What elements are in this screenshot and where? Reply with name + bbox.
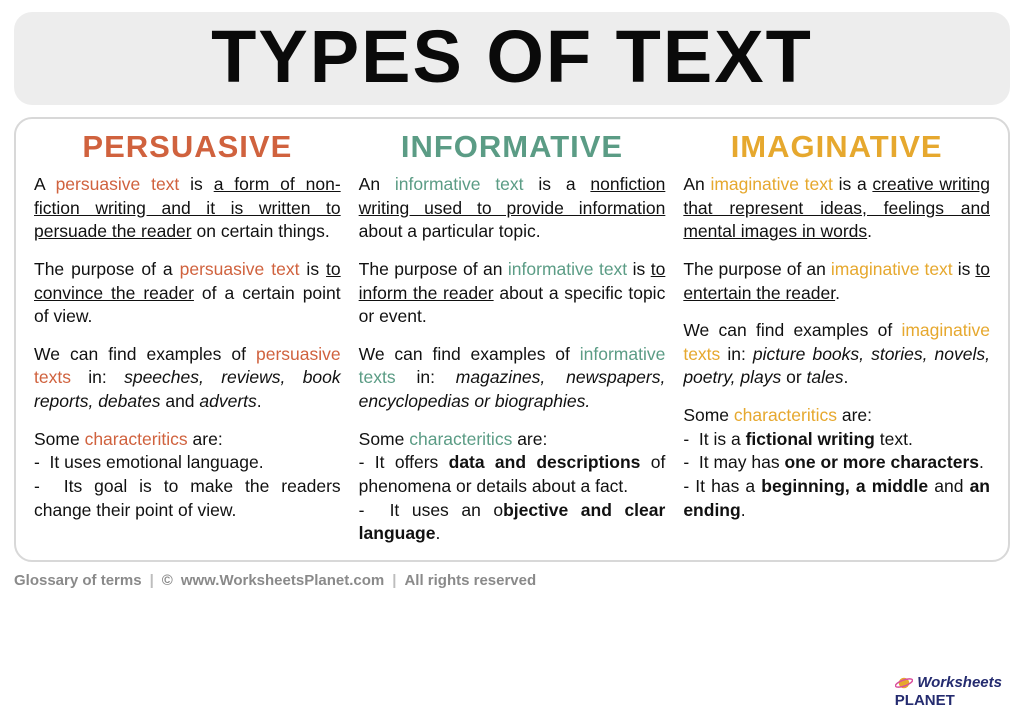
column-imaginative: IMAGINATIVE An imaginative text is a cre… (683, 129, 990, 546)
header-informative: INFORMATIVE (359, 129, 666, 165)
body-imaginative: An imaginative text is a creative writin… (683, 173, 990, 522)
logo-line2: PLANET (895, 692, 955, 709)
column-persuasive: PERSUASIVE A persuasive text is a form o… (34, 129, 341, 546)
footer-copyright: © (162, 572, 173, 589)
footer: Glossary of terms | © www.WorksheetsPlan… (14, 572, 1010, 589)
main-title: TYPES OF TEXT (14, 14, 1010, 99)
footer-site: www.WorksheetsPlanet.com (181, 572, 384, 589)
body-persuasive: A persuasive text is a form of non-ficti… (34, 173, 341, 522)
logo-line1: Worksheets (917, 674, 1002, 691)
body-informative: An informative text is a nonfiction writ… (359, 173, 666, 546)
column-informative: INFORMATIVE An informative text is a non… (359, 129, 666, 546)
footer-sep: | (150, 572, 154, 589)
footer-glossary: Glossary of terms (14, 572, 142, 589)
brand-logo: Worksheets PLANET (895, 674, 1002, 710)
title-bar: TYPES OF TEXT (14, 12, 1010, 105)
header-persuasive: PERSUASIVE (34, 129, 341, 165)
content-box: PERSUASIVE A persuasive text is a form o… (14, 117, 1010, 562)
planet-icon (895, 674, 913, 692)
header-imaginative: IMAGINATIVE (683, 129, 990, 165)
footer-sep: | (392, 572, 396, 589)
footer-rights: All rights reserved (404, 572, 536, 589)
